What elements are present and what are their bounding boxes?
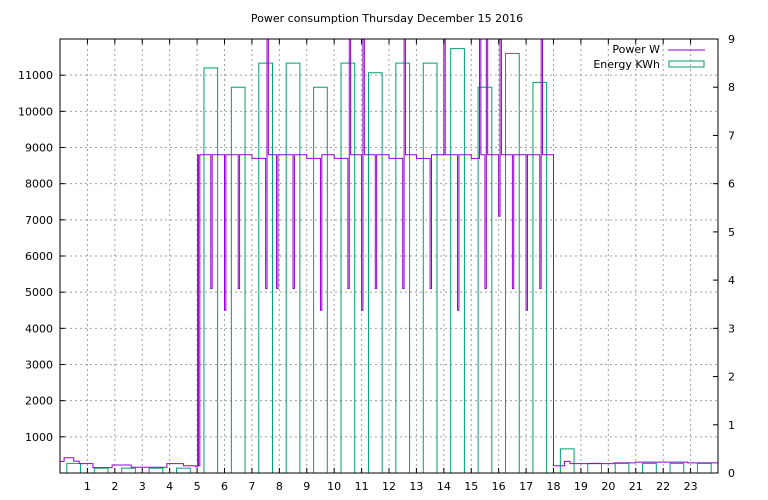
x-tick-label: 13 <box>409 480 423 493</box>
power-line <box>60 38 718 469</box>
x-tick-label: 14 <box>437 480 451 493</box>
y2-tick-label: 9 <box>728 33 735 46</box>
y-tick-label: 6000 <box>25 250 53 263</box>
y-tick-label: 11000 <box>18 69 53 82</box>
energy-bar <box>148 467 164 474</box>
grid <box>60 39 718 473</box>
energy-bar <box>614 462 630 474</box>
x-tick-label: 11 <box>355 480 369 493</box>
x-tick-label: 16 <box>492 480 506 493</box>
x-tick-label: 19 <box>574 480 588 493</box>
y-tick-label: 1000 <box>25 431 53 444</box>
x-tick-label: 10 <box>327 480 341 493</box>
legend: Power W Energy KWh <box>593 43 705 71</box>
y2-tick-label: 2 <box>728 371 735 384</box>
x-tick-label: 1 <box>84 480 91 493</box>
power-w-line <box>60 38 718 469</box>
y2-tick-label: 8 <box>728 81 735 94</box>
energy-bar <box>121 467 136 474</box>
y2-tick-label: 4 <box>728 274 735 287</box>
legend-energy-label: Energy KWh <box>593 58 660 71</box>
x-tick-label: 15 <box>464 480 478 493</box>
x-tick-label: 23 <box>684 480 698 493</box>
y2-tick-label: 0 <box>728 467 735 480</box>
legend-energy-swatch <box>668 60 705 68</box>
x-tick-label: 18 <box>547 480 561 493</box>
x-tick-label: 2 <box>111 480 118 493</box>
x-tick-label: 22 <box>656 480 670 493</box>
y-tick-label: 4000 <box>25 322 53 335</box>
y2-tick-label: 3 <box>728 322 735 335</box>
energy-bar <box>696 462 712 474</box>
y-tick-label: 7000 <box>25 214 53 227</box>
y-tick-label: 3000 <box>25 359 53 372</box>
y-tick-label: 10000 <box>18 105 53 118</box>
x-tick-label: 12 <box>382 480 396 493</box>
axis-ticks: 1 2 3 4 5 6 7 8 9 10 11 12 13 14 15 16 17 18 19 20 21 22 23100… <box>18 33 735 493</box>
x-tick-label: 5 <box>194 480 201 493</box>
y2-tick-label: 7 <box>728 129 735 142</box>
x-tick-label: 7 <box>248 480 255 493</box>
x-tick-label: 20 <box>601 480 615 493</box>
energy-bar <box>66 462 82 474</box>
x-tick-label: 17 <box>519 480 533 493</box>
x-tick-label: 9 <box>303 480 310 493</box>
y-tick-label: 9000 <box>25 142 53 155</box>
x-tick-label: 6 <box>221 480 228 493</box>
y-tick-label: 8000 <box>25 178 53 191</box>
y2-tick-label: 1 <box>728 419 735 432</box>
chart-title: Power consumption Thursday December 15 2… <box>251 12 523 25</box>
x-tick-label: 4 <box>166 480 173 493</box>
x-tick-label: 21 <box>629 480 643 493</box>
energy-bar <box>669 462 685 474</box>
energy-bar <box>587 462 602 474</box>
legend-power-label: Power W <box>612 43 660 56</box>
energy-bar <box>176 467 191 474</box>
y-tick-label: 5000 <box>25 286 53 299</box>
y2-tick-label: 5 <box>728 226 735 239</box>
energy-bar <box>93 467 109 474</box>
y2-tick-label: 6 <box>728 178 735 191</box>
energy-bar <box>642 462 657 474</box>
y-tick-label: 2000 <box>25 395 53 408</box>
x-tick-label: 3 <box>139 480 146 493</box>
x-tick-label: 8 <box>276 480 283 493</box>
